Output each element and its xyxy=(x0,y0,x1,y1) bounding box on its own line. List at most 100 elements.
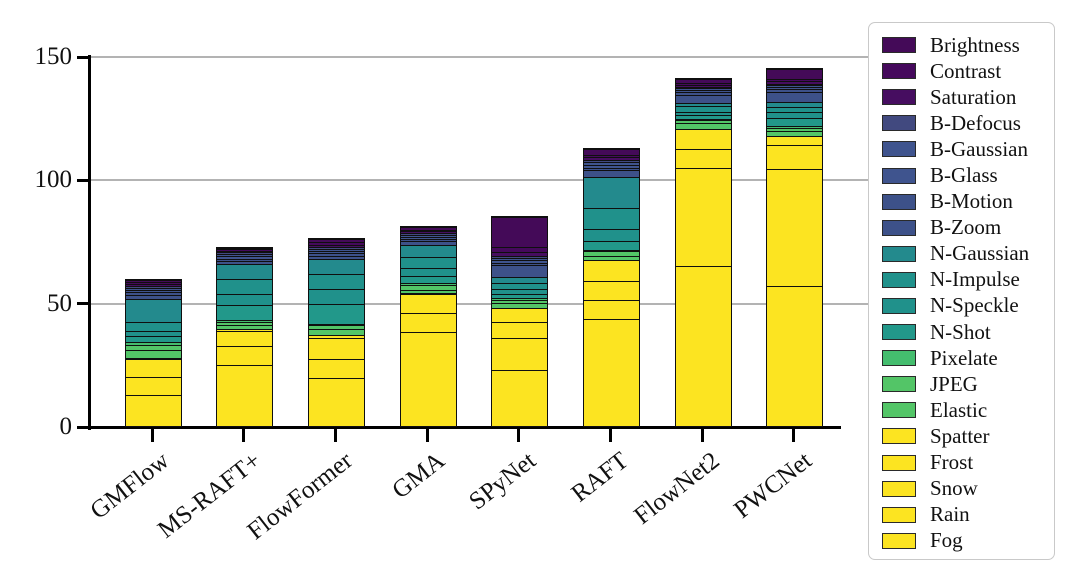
legend-swatch-snow xyxy=(882,480,916,497)
x-tick xyxy=(425,428,429,442)
bar-segment-b-gaussian xyxy=(400,235,456,238)
bar-segment-fog xyxy=(308,398,364,426)
bar-segment-b-zoom xyxy=(217,260,273,265)
legend-item: Contrast xyxy=(882,58,1054,84)
bar-segment-contrast xyxy=(308,241,364,245)
legend-item: N-Gaussian xyxy=(882,241,1054,267)
legend-item: Frost xyxy=(882,450,1054,476)
legend-label: Snow xyxy=(930,476,978,501)
bar-segment-brightness xyxy=(400,226,456,230)
bar-segment-n-impulse xyxy=(584,207,640,230)
bar-segment-n-shot xyxy=(492,293,548,298)
legend-item: Saturation xyxy=(882,84,1054,110)
legend-item: B-Gaussian xyxy=(882,136,1054,162)
legend-swatch-b-defocus xyxy=(882,115,916,132)
legend-label: JPEG xyxy=(930,371,978,396)
bar-segment-n-gaussian xyxy=(217,264,273,280)
legend-label: N-Impulse xyxy=(930,267,1020,292)
x-axis-spine xyxy=(87,425,841,429)
bar-pwcnet xyxy=(766,68,824,427)
bar-segment-n-shot xyxy=(584,240,640,250)
bar-segment-b-defocus xyxy=(675,86,731,89)
bar-segment-n-shot xyxy=(675,115,731,119)
bar-segment-contrast xyxy=(217,249,273,251)
bar-segment-b-motion xyxy=(767,89,823,93)
bar-segment-snow xyxy=(767,168,823,286)
legend-label: B-Defocus xyxy=(930,110,1021,135)
bar-segment-elastic xyxy=(308,328,364,336)
bar-segment-n-speckle xyxy=(217,294,273,306)
bar-segment-fog xyxy=(217,374,273,426)
legend-item: N-Shot xyxy=(882,319,1054,345)
bar-segment-b-gaussian xyxy=(584,162,640,166)
bar-segment-snow xyxy=(400,312,456,332)
bar-segment-frost xyxy=(675,148,731,168)
bar-segment-spatter xyxy=(584,260,640,281)
bar-gmflow xyxy=(124,278,182,427)
legend-label: B-Glass xyxy=(930,163,998,188)
bar-segment-contrast xyxy=(400,229,456,232)
bar-segment-n-impulse xyxy=(125,321,181,331)
bar-segment-elastic xyxy=(584,255,640,261)
legend-swatch-b-zoom xyxy=(882,219,916,236)
bar-segment-b-defocus xyxy=(767,83,823,86)
bar-segment-n-speckle xyxy=(125,330,181,337)
bar-segment-b-zoom xyxy=(125,294,181,299)
bar-segment-b-glass xyxy=(584,165,640,168)
bar-segment-rain xyxy=(492,370,548,415)
legend-item: N-Impulse xyxy=(882,267,1054,293)
bar-segment-brightness xyxy=(492,216,548,248)
bar-segment-contrast xyxy=(125,282,181,285)
bar-segment-b-zoom xyxy=(400,241,456,246)
x-tick xyxy=(242,428,246,442)
legend-label: Fog xyxy=(930,528,963,553)
bar-segment-n-gaussian xyxy=(400,245,456,258)
bar-segment-fog xyxy=(767,384,823,426)
legend-swatch-b-motion xyxy=(882,193,916,210)
legend-label: Frost xyxy=(930,450,974,475)
legend-label: N-Shot xyxy=(930,319,991,344)
bar-segment-b-glass xyxy=(675,90,731,93)
legend-item: B-Glass xyxy=(882,162,1054,188)
bar-segment-jpeg xyxy=(217,321,273,326)
bar-segment-n-impulse xyxy=(217,279,273,295)
bar-segment-jpeg xyxy=(125,345,181,351)
bar-segment-n-impulse xyxy=(308,274,364,290)
bar-segment-n-shot xyxy=(217,305,273,320)
bar-segment-brightness xyxy=(584,148,640,155)
bar-segment-b-glass xyxy=(767,87,823,90)
y-tick-label: 100 xyxy=(34,166,73,194)
bar-segment-pixelate xyxy=(675,118,731,121)
legend-item: Fog xyxy=(882,528,1054,554)
legend-label: N-Gaussian xyxy=(930,241,1030,266)
bar-segment-snow xyxy=(584,300,640,320)
legend-swatch-frost xyxy=(882,454,916,471)
bar-segment-snow xyxy=(308,358,364,378)
bar-segment-rain xyxy=(400,331,456,344)
bar-segment-b-zoom xyxy=(675,95,731,103)
bar-segment-b-defocus xyxy=(125,286,181,289)
bar-segment-frost xyxy=(217,331,273,347)
x-axis-label: RAFT xyxy=(566,447,634,508)
bar-segment-b-glass xyxy=(400,237,456,240)
legend-swatch-rain xyxy=(882,506,916,523)
bar-segment-n-speckle xyxy=(584,229,640,241)
legend-label: Saturation xyxy=(930,84,1017,109)
legend-swatch-jpeg xyxy=(882,376,916,393)
x-axis-label: PWCNet xyxy=(728,447,817,524)
bar-segment-snow xyxy=(492,338,548,371)
bar-segment-b-gaussian xyxy=(125,288,181,291)
legend-item: Spatter xyxy=(882,423,1054,449)
bar-segment-saturation xyxy=(217,250,273,252)
legend-swatch-contrast xyxy=(882,63,916,80)
bar-segment-b-glass xyxy=(492,260,548,263)
bar-segment-frost xyxy=(584,281,640,301)
bar-segment-frost xyxy=(125,359,181,377)
legend-item: Brightness xyxy=(882,32,1054,58)
bar-segment-pixelate xyxy=(217,320,273,322)
y-tick xyxy=(77,55,90,59)
bar-segment-jpeg xyxy=(308,325,364,329)
bar-segment-fog xyxy=(584,422,640,426)
bar-segment-rain xyxy=(217,365,273,375)
bar-segment-saturation xyxy=(584,157,640,160)
